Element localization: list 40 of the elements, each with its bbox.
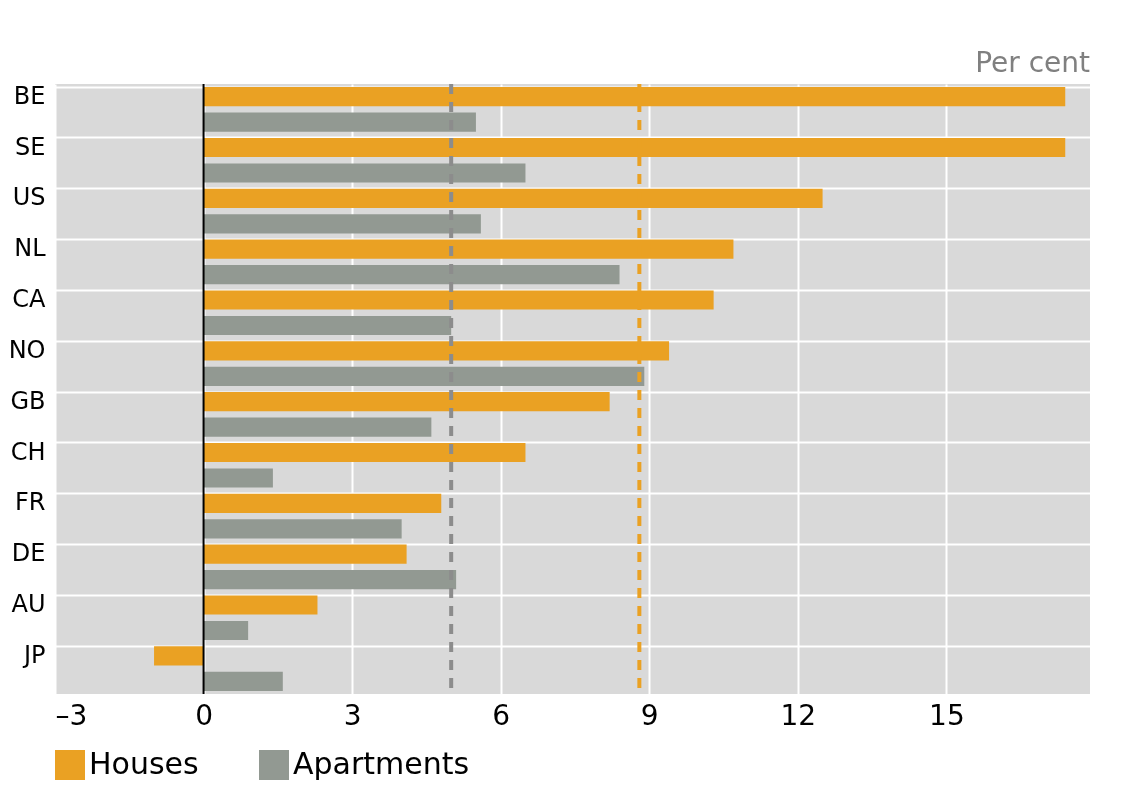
bar xyxy=(203,112,476,132)
bar xyxy=(203,265,620,285)
x-tick-label: 0 xyxy=(195,698,213,732)
y-tick-label: SE xyxy=(15,132,46,161)
y-tick-label: NL xyxy=(14,234,47,263)
bar xyxy=(203,493,442,513)
y-tick-label: NO xyxy=(8,335,46,364)
x-tick-label: 15 xyxy=(929,698,965,732)
bar xyxy=(203,392,610,412)
legend-label: Apartments xyxy=(293,746,470,781)
bar xyxy=(203,442,526,463)
y-tick-label: FR xyxy=(15,488,46,517)
x-tick-label: 3 xyxy=(343,698,362,732)
y-tick-label: DE xyxy=(11,539,46,568)
y-tick-label: CH xyxy=(10,437,46,466)
bar xyxy=(203,671,283,691)
x-tick-label: 6 xyxy=(492,698,511,732)
bar xyxy=(203,544,407,564)
bar xyxy=(203,417,432,437)
text: Per cent xyxy=(975,46,1091,79)
y-tick-label: CA xyxy=(12,285,47,314)
y-tick-label: GB xyxy=(10,386,46,415)
x-tick-label: 12 xyxy=(780,698,817,732)
x-tick-label: 9 xyxy=(640,698,659,732)
bar xyxy=(203,163,526,183)
y-tick-label: BE xyxy=(13,81,46,110)
bar xyxy=(203,214,481,234)
bar xyxy=(203,468,273,488)
bar xyxy=(154,646,204,666)
bar xyxy=(203,570,457,590)
bar xyxy=(203,620,249,641)
bar xyxy=(203,519,402,539)
y-tick-label: US xyxy=(12,183,46,212)
y-tick-label: AU xyxy=(11,590,46,619)
bar xyxy=(203,366,645,386)
bar xyxy=(203,595,318,615)
bar xyxy=(203,315,452,336)
legend-label: Houses xyxy=(89,746,199,781)
x-tick-label: –3 xyxy=(55,698,88,732)
y-tick-label: JP xyxy=(21,640,46,669)
